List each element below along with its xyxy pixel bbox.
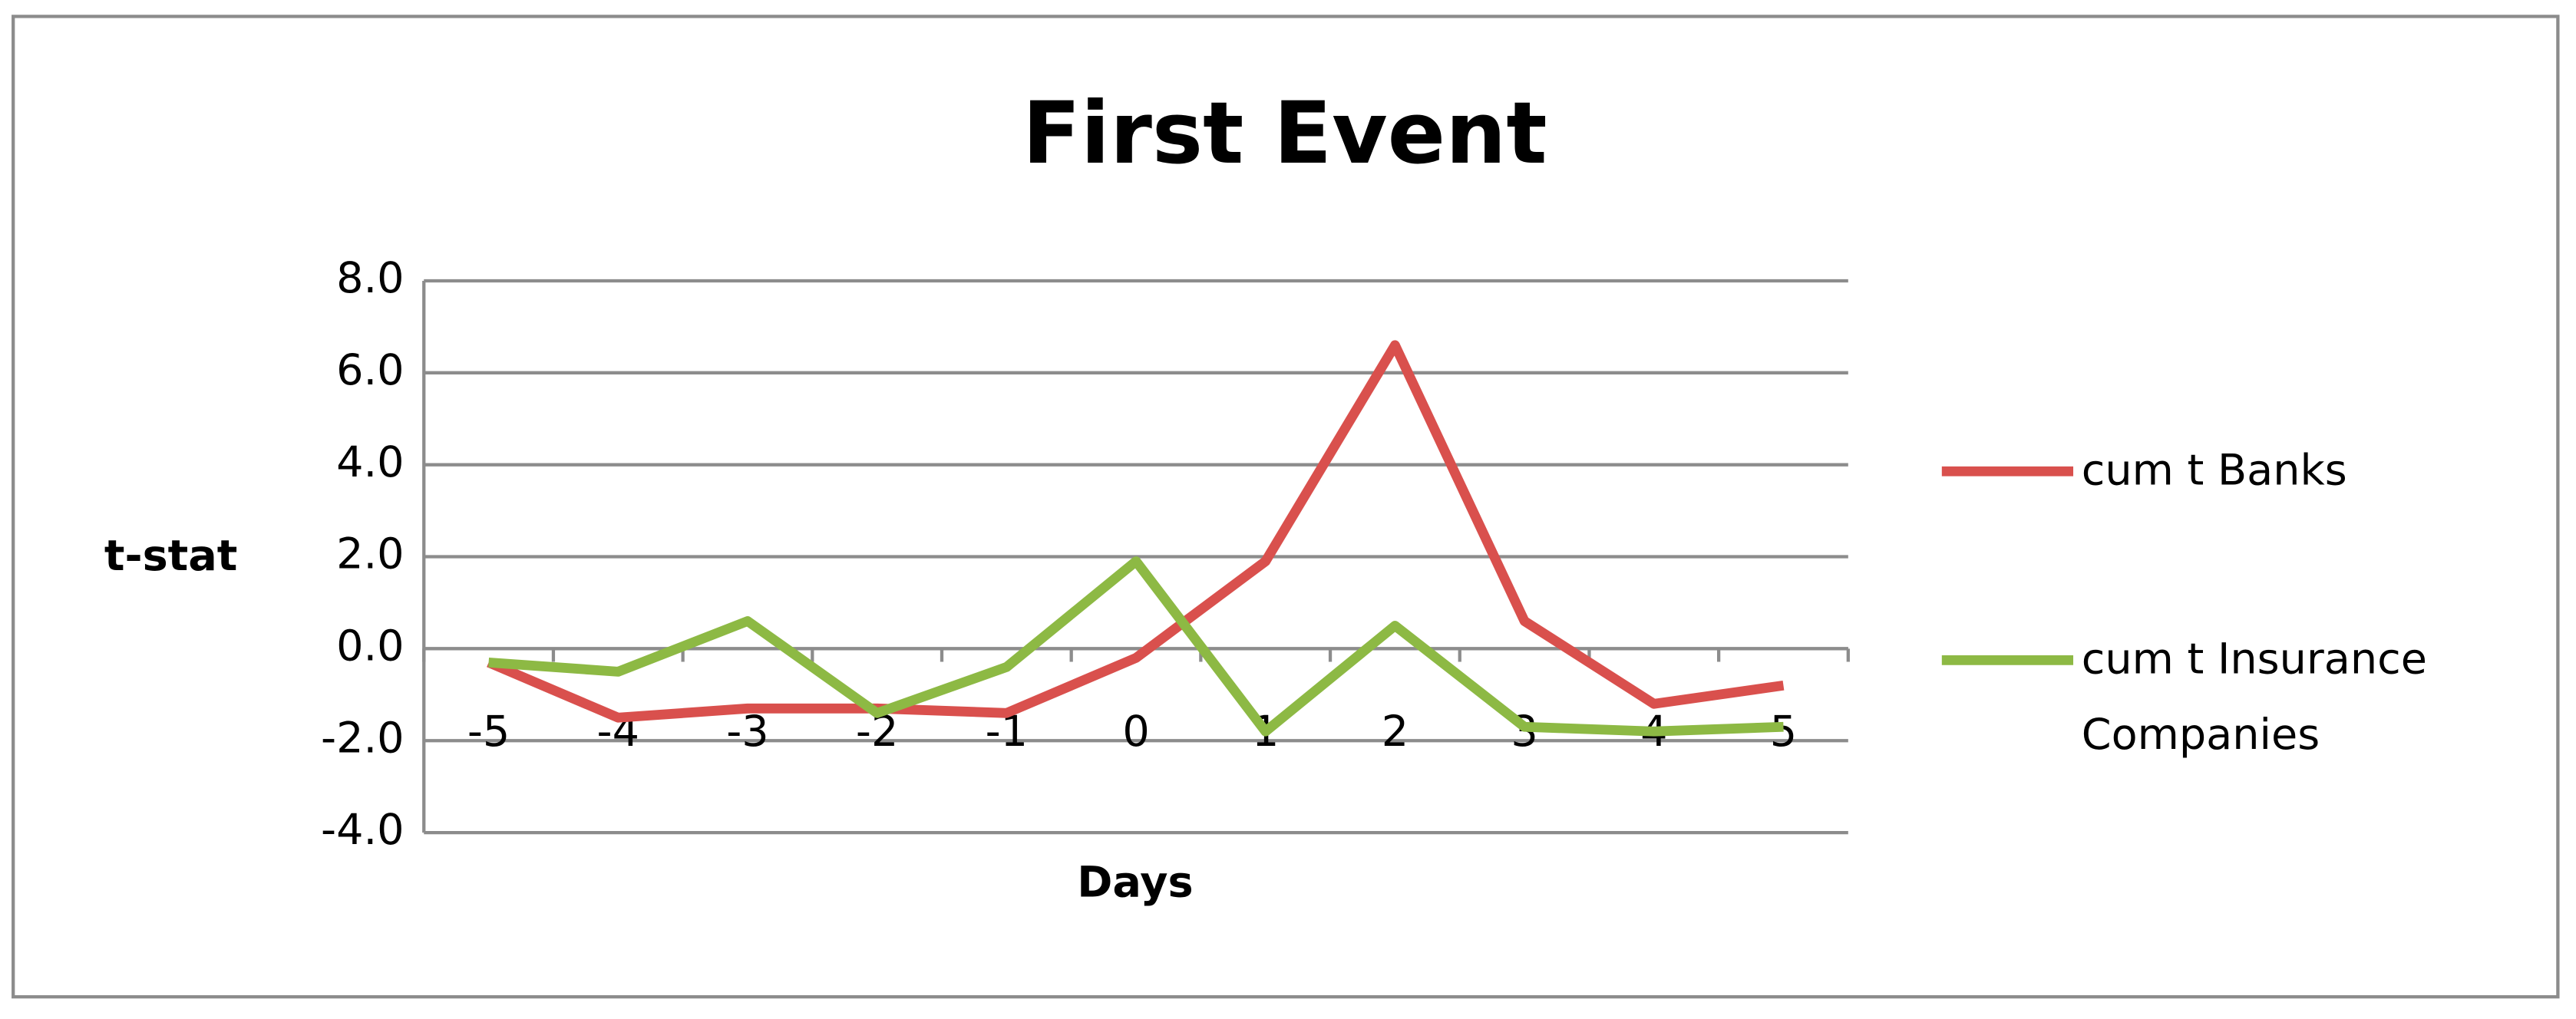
y-tick-label: 2.0 [336,529,404,579]
legend-label: cum t Insurance Companies [2081,635,2428,760]
y-tick-label: 6.0 [336,345,404,395]
data-line [488,556,1784,737]
legend-item: cum t Banks [2081,447,2347,496]
y-tick-label: 4.0 [336,437,404,487]
chart-title: First Event [1022,84,1547,183]
y-tick-label: -4.0 [321,805,405,855]
y-tick-label: 0.0 [336,622,404,671]
y-tick-label: 8.0 [336,253,404,303]
y-axis-label: t-stat [104,531,238,581]
x-tick-label: -5 [467,707,510,757]
y-tick-label: -2.0 [321,713,405,763]
x-tick-label: 0 [1122,707,1149,757]
x-tick-label: 2 [1382,707,1409,757]
x-axis-label: Days [1077,858,1193,908]
x-tick-label: -3 [726,707,768,757]
legend-item: cum t Insurance Companies [2081,635,2428,760]
legend-label: cum t Banks [2081,447,2347,496]
data-line [487,340,1785,723]
